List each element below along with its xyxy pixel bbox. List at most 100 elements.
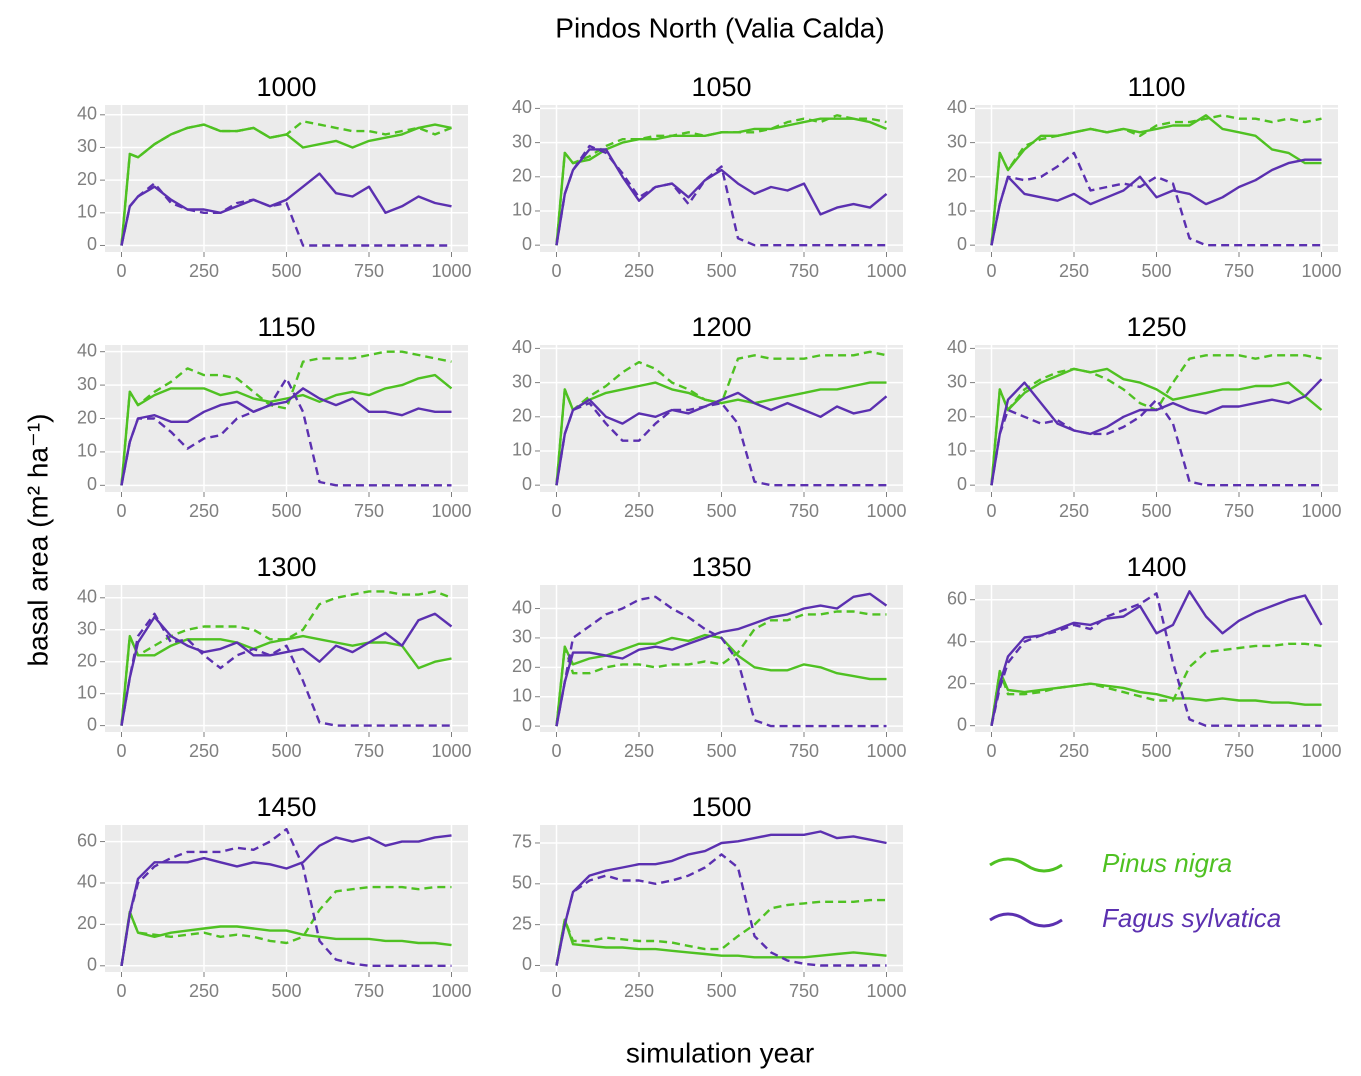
y-tick-label: 40: [947, 337, 967, 357]
x-tick-label: 250: [189, 981, 219, 1001]
y-tick-label: 20: [77, 407, 97, 427]
series-line: [990, 114, 1322, 246]
y-tick-label: 20: [512, 406, 532, 426]
y-axis-label: basal area (m² ha⁻¹): [22, 414, 53, 667]
series-line: [555, 381, 887, 486]
x-tick-label: 0: [986, 501, 996, 521]
series-line: [120, 350, 452, 486]
series-line: [120, 910, 452, 966]
series-line: [555, 401, 887, 487]
y-tick-label: 60: [77, 830, 97, 850]
series-line: [555, 148, 888, 246]
series-line: [555, 610, 887, 727]
x-tick-label: 250: [624, 501, 654, 521]
y-tick-label: 10: [512, 440, 532, 460]
y-tick-label: 10: [947, 440, 967, 460]
series-line: [990, 378, 1323, 486]
y-tick-label: 10: [77, 202, 97, 222]
x-tick-label: 500: [271, 981, 301, 1001]
x-tick-label: 0: [116, 741, 126, 761]
series-line: [555, 391, 888, 486]
x-tick-label: 0: [116, 981, 126, 1001]
y-tick-label: 20: [947, 166, 967, 186]
y-tick-label: 30: [77, 618, 97, 638]
series-line: [120, 387, 452, 486]
x-tick-label: 1000: [1301, 741, 1341, 761]
series-line: [120, 634, 452, 726]
series-line: [120, 612, 452, 727]
y-tick-label: 0: [87, 474, 97, 494]
legend-key: [989, 912, 1063, 928]
y-tick-label: 10: [947, 200, 967, 220]
x-tick-label: 250: [189, 501, 219, 521]
y-tick-label: 40: [77, 340, 97, 360]
series-line: [555, 830, 887, 966]
x-tick-label: 500: [1141, 501, 1171, 521]
series-line: [990, 592, 1322, 727]
y-tick-label: 0: [957, 714, 967, 734]
x-tick-label: 250: [189, 741, 219, 761]
y-tick-label: 30: [512, 131, 532, 151]
y-tick-label: 40: [512, 597, 532, 617]
y-tick-label: 50: [512, 873, 532, 893]
x-tick-label: 250: [624, 261, 654, 281]
series-line: [555, 898, 887, 966]
x-tick-label: 500: [271, 741, 301, 761]
y-tick-label: 10: [77, 682, 97, 702]
x-tick-label: 750: [789, 741, 819, 761]
y-tick-label: 0: [522, 954, 532, 974]
y-tick-label: 20: [512, 166, 532, 186]
x-tick-label: 750: [354, 501, 384, 521]
y-tick-label: 30: [512, 627, 532, 647]
y-tick-label: 20: [77, 650, 97, 670]
x-tick-label: 1000: [431, 501, 471, 521]
x-tick-label: 0: [116, 501, 126, 521]
x-tick-label: 750: [789, 501, 819, 521]
x-tick-label: 500: [271, 501, 301, 521]
series-line: [555, 918, 887, 966]
x-tick-label: 0: [551, 981, 561, 1001]
y-tick-label: 20: [77, 169, 97, 189]
x-tick-label: 0: [116, 261, 126, 281]
x-tick-label: 1000: [866, 981, 906, 1001]
series-line: [120, 120, 452, 246]
series-line: [990, 151, 1322, 247]
series-line: [990, 590, 1323, 726]
x-tick-label: 750: [789, 261, 819, 281]
panel-title: 1250: [1126, 312, 1186, 342]
x-tick-label: 0: [551, 501, 561, 521]
figure-title: Pindos North (Valia Calda): [555, 12, 884, 43]
series-line: [555, 114, 887, 246]
y-tick-label: 40: [512, 97, 532, 117]
x-tick-label: 500: [706, 501, 736, 521]
series-line: [120, 373, 453, 486]
series-line: [120, 172, 452, 246]
y-tick-label: 0: [522, 474, 532, 494]
panel-title: 1400: [1126, 552, 1186, 582]
x-tick-label: 750: [1224, 741, 1254, 761]
x-axis-label: simulation year: [626, 1037, 814, 1068]
panel-title: 1450: [256, 792, 316, 822]
panel-title: 1200: [691, 312, 751, 342]
y-tick-label: 0: [522, 234, 532, 254]
y-tick-label: 40: [947, 97, 967, 117]
x-tick-label: 750: [789, 981, 819, 1001]
series-line: [990, 642, 1322, 726]
y-tick-label: 30: [77, 374, 97, 394]
series-line: [120, 377, 452, 487]
y-tick-label: 40: [947, 630, 967, 650]
x-tick-label: 1000: [866, 501, 906, 521]
x-tick-label: 750: [354, 741, 384, 761]
x-tick-label: 1000: [1301, 261, 1341, 281]
y-tick-label: 20: [512, 656, 532, 676]
series-line: [555, 595, 887, 728]
x-tick-label: 1000: [866, 261, 906, 281]
y-tick-label: 10: [512, 685, 532, 705]
x-tick-label: 500: [706, 261, 736, 281]
x-tick-label: 250: [189, 261, 219, 281]
series-line: [555, 633, 887, 727]
x-tick-label: 250: [1059, 501, 1089, 521]
x-tick-label: 1000: [431, 981, 471, 1001]
